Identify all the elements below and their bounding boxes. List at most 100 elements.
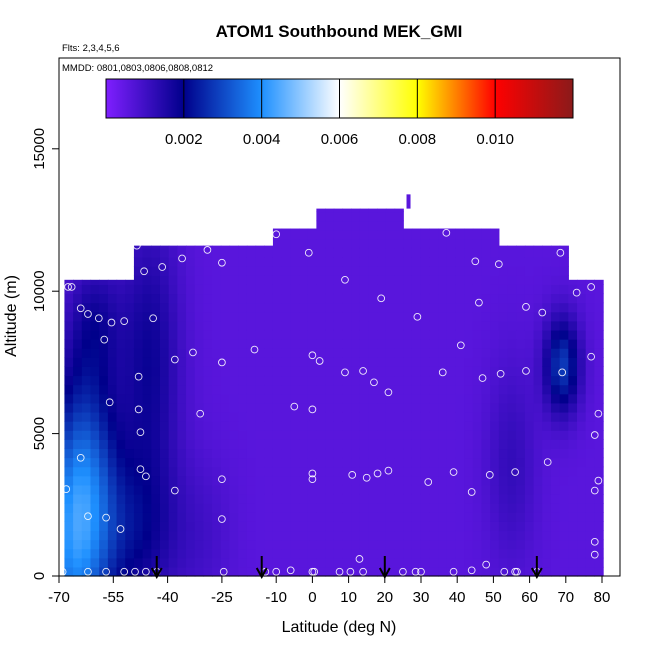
heatmap-cell	[264, 448, 274, 459]
heatmap-cell	[577, 284, 587, 295]
heatmap-cell	[238, 284, 248, 295]
heatmap-cell	[429, 466, 439, 477]
heatmap-cell	[472, 275, 483, 285]
heatmap-cell	[377, 247, 387, 258]
heatmap-cell	[429, 493, 439, 504]
heatmap-cell	[507, 503, 517, 513]
heatmap-cell	[359, 311, 370, 322]
heatmap-cell	[559, 503, 569, 513]
heatmap-cell	[507, 275, 517, 285]
heatmap-cell	[455, 503, 465, 513]
heatmap-cell	[194, 548, 205, 559]
sample-point	[348, 471, 357, 479]
heatmap-cell	[220, 521, 231, 532]
heatmap-cell	[81, 402, 92, 413]
heatmap-cell	[255, 348, 265, 358]
heatmap-cell	[316, 320, 326, 331]
heatmap-cell	[264, 475, 274, 486]
heatmap-cell	[238, 548, 248, 559]
heatmap-cell	[290, 512, 300, 522]
heatmap-cell	[212, 512, 222, 522]
heatmap-cell	[516, 402, 526, 413]
sample-point	[522, 367, 530, 375]
heatmap-cell	[255, 393, 265, 404]
heatmap-cell	[64, 530, 74, 541]
heatmap-cell	[255, 521, 265, 532]
heatmap-cell	[351, 402, 361, 413]
heatmap-cell	[368, 557, 378, 568]
heatmap-cell	[255, 457, 265, 468]
heatmap-cell	[99, 320, 109, 331]
heatmap-cell	[238, 493, 248, 504]
heatmap-cell	[151, 503, 161, 513]
heatmap-cell	[385, 238, 396, 249]
heatmap-cell	[255, 493, 265, 504]
heatmap-cell	[316, 208, 326, 213]
heatmap-cell	[481, 266, 491, 276]
heatmap-cell	[220, 530, 231, 541]
heatmap-cell	[498, 457, 509, 468]
heatmap-cell	[168, 457, 178, 468]
heatmap-cell	[411, 366, 422, 377]
sample-point	[513, 567, 521, 576]
heatmap-cell	[186, 512, 196, 522]
heatmap-cell	[299, 238, 309, 249]
heatmap-cell	[472, 548, 483, 559]
heatmap-cell	[64, 512, 74, 522]
heatmap-cell	[159, 311, 170, 322]
heatmap-cell	[438, 348, 448, 358]
heatmap-cell	[159, 503, 170, 513]
heatmap-cell	[229, 393, 239, 404]
heatmap-cell	[359, 566, 370, 577]
heatmap-cell	[394, 211, 404, 222]
heatmap-cell	[394, 484, 404, 495]
heatmap-cell	[377, 229, 387, 240]
heatmap-cell	[411, 430, 422, 440]
heatmap-cell	[212, 439, 222, 450]
heatmap-cell	[516, 320, 526, 331]
heatmap-cell	[246, 430, 257, 440]
heatmap-cell	[438, 357, 448, 367]
heatmap-cell	[255, 275, 265, 285]
heatmap-cell	[133, 302, 144, 313]
heatmap-cell	[498, 539, 509, 550]
heatmap-cell	[577, 311, 587, 322]
heatmap-cell	[351, 411, 361, 422]
heatmap-cell	[281, 284, 291, 295]
heatmap-cell	[272, 320, 283, 331]
heatmap-cell	[299, 512, 309, 522]
heatmap-cell	[438, 339, 448, 349]
heatmap-cell	[151, 484, 161, 495]
heatmap-cell	[246, 320, 257, 331]
heatmap-cell	[290, 302, 300, 313]
y-tick-label: 10000	[31, 270, 48, 312]
heatmap-cell	[559, 275, 569, 285]
heatmap-cell	[524, 493, 535, 504]
heatmap-cell	[125, 393, 135, 404]
heatmap-cell	[490, 275, 500, 285]
heatmap-cell	[472, 293, 483, 304]
heatmap-cell	[411, 228, 422, 231]
heatmap-cell	[159, 329, 170, 340]
heatmap-cell	[377, 512, 387, 522]
heatmap-cell	[438, 257, 448, 267]
sample-point	[482, 560, 491, 569]
heatmap-cell	[368, 566, 378, 577]
heatmap-cell	[577, 512, 587, 522]
heatmap-cell	[255, 557, 265, 568]
heatmap-cell	[212, 348, 222, 358]
heatmap-cell	[533, 402, 543, 413]
heatmap-cell	[307, 411, 317, 422]
heatmap-cell	[359, 539, 370, 550]
heatmap-cell	[464, 466, 474, 477]
heatmap-cell	[307, 311, 317, 322]
heatmap-cell	[255, 375, 265, 386]
heatmap-cell	[255, 384, 265, 395]
heatmap-cell	[333, 329, 344, 340]
heatmap-cell	[272, 421, 283, 431]
heatmap-cell	[272, 266, 283, 276]
heatmap-cell	[446, 393, 456, 404]
heatmap-cell	[299, 475, 309, 486]
heatmap-cell	[238, 539, 248, 550]
sample-point	[170, 355, 179, 364]
